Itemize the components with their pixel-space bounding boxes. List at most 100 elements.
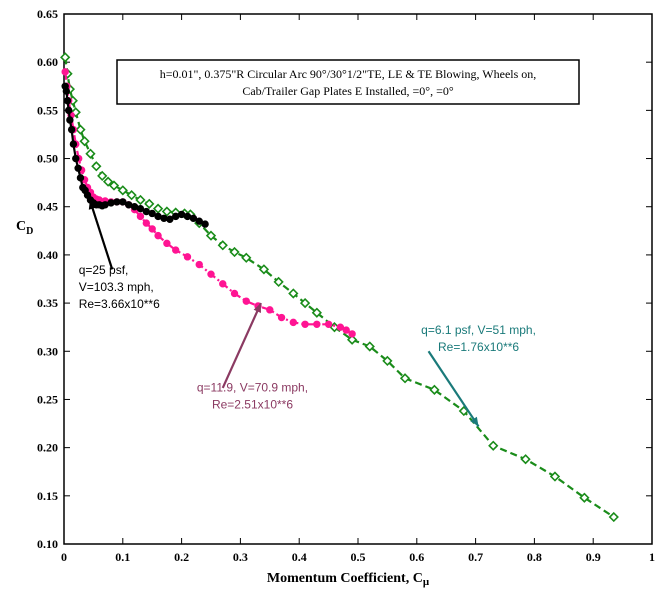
x-tick-label: 0.5 — [351, 550, 366, 564]
x-axis-title: Momentum Coefficient, Cμ — [267, 571, 430, 588]
annotation-1: q=11.9, V=70.9 mph, Re=2.51x10**6 — [197, 302, 308, 412]
data-point — [364, 341, 375, 352]
data-point — [72, 154, 80, 163]
data-point — [66, 116, 74, 124]
y-tick-label: 0.25 — [37, 392, 58, 406]
annotation-arrowhead — [88, 199, 97, 210]
data-point — [273, 276, 284, 288]
data-point — [399, 373, 411, 384]
data-point — [277, 313, 286, 322]
data-point — [69, 140, 78, 148]
data-point — [107, 199, 115, 207]
annotation-text: Re=2.51x10**6 — [212, 398, 293, 412]
legend-frame — [116, 59, 580, 105]
x-tick-label: 0.9 — [586, 550, 601, 564]
data-point — [63, 97, 72, 105]
data-point — [60, 52, 71, 63]
data-point — [135, 194, 146, 206]
annotation-text: Re=3.66x10**6 — [79, 297, 160, 311]
data-point — [108, 180, 120, 191]
data-point — [166, 215, 174, 223]
x-tick-label: 0.8 — [527, 550, 542, 564]
data-point — [142, 219, 151, 227]
data-point — [79, 136, 90, 147]
annotation-text: q=25 psf, — [79, 263, 129, 277]
x-tick-label: 0.4 — [292, 550, 307, 564]
legend-line-1: h=0.01", 0.375"R Circular Arc 90°/30°1/2… — [160, 67, 537, 81]
data-point — [161, 206, 173, 217]
y-axis-title-sub: D — [26, 226, 33, 237]
data-point — [144, 198, 155, 209]
data-point — [148, 225, 156, 233]
y-tick-label: 0.15 — [37, 489, 58, 503]
data-point — [520, 454, 531, 465]
data-point — [288, 288, 299, 299]
data-point — [229, 246, 240, 258]
data-point — [117, 185, 128, 196]
annotation-2: q=6.1 psf, V=51 mph, Re=1.76x10**6 — [421, 323, 536, 428]
data-point — [74, 164, 82, 172]
annotation-text: Re=1.76x10**6 — [438, 340, 519, 354]
data-point — [91, 161, 102, 172]
annotation-arrow — [427, 350, 480, 428]
data-point — [311, 307, 322, 318]
data-point — [154, 231, 162, 240]
data-point — [70, 107, 81, 118]
data-point — [579, 492, 590, 503]
legend-box: h=0.01", 0.375"R Circular Arc 90°/30°1/2… — [116, 59, 580, 105]
data-point — [163, 239, 171, 248]
data-point — [67, 125, 76, 134]
data-point — [608, 511, 619, 523]
data-point — [189, 214, 198, 222]
data-point — [102, 176, 114, 187]
y-tick-label: 0.35 — [37, 296, 58, 310]
data-point — [172, 246, 180, 254]
data-point — [65, 106, 73, 115]
annotation-0: q=25 psf, V=103.3 mph, Re=3.66x10**6 — [79, 199, 160, 311]
data-point — [217, 240, 228, 251]
data-point — [346, 334, 358, 345]
y-tick-label: 0.45 — [37, 200, 58, 214]
data-point — [148, 209, 156, 218]
data-point — [336, 323, 345, 331]
data-point — [429, 384, 440, 395]
data-point — [313, 320, 321, 328]
x-tick-label: 1 — [649, 550, 655, 564]
data-point — [195, 217, 203, 225]
x-tick-label: 0.3 — [233, 550, 248, 564]
data-point — [205, 230, 217, 241]
series-0 — [61, 82, 209, 228]
x-axis-title-main: Momentum Coefficient, C — [267, 571, 423, 586]
data-point — [183, 253, 192, 261]
data-point — [201, 220, 209, 228]
data-point — [119, 198, 127, 206]
data-point — [242, 297, 250, 305]
data-point — [230, 289, 239, 298]
y-tick-label: 0.10 — [37, 537, 58, 551]
data-point — [324, 320, 333, 328]
y-tick-label: 0.65 — [37, 7, 58, 21]
y-tick-label: 0.20 — [37, 441, 58, 455]
x-axis-title-sub: μ — [423, 576, 430, 588]
data-point — [549, 471, 561, 482]
y-axis-title: CD — [16, 219, 33, 237]
x-tick-label: 0 — [61, 550, 67, 564]
data-point — [136, 204, 145, 213]
data-point — [258, 264, 270, 275]
x-tick-label: 0.7 — [468, 550, 483, 564]
data-point — [299, 297, 311, 309]
data-point — [152, 203, 164, 214]
svg-text:CD: CD — [16, 219, 33, 237]
annotation-text: q=11.9, V=70.9 mph, — [197, 381, 308, 395]
data-point — [76, 174, 85, 182]
data-point — [289, 318, 298, 327]
x-tick-label: 0.6 — [409, 550, 424, 564]
y-tick-label: 0.55 — [37, 103, 58, 117]
annotation-arrow — [88, 199, 114, 270]
data-point — [85, 148, 96, 159]
svg-text:Momentum Coefficient, Cμ: Momentum Coefficient, Cμ — [267, 571, 430, 588]
data-point — [160, 214, 168, 222]
data-point — [241, 252, 252, 263]
